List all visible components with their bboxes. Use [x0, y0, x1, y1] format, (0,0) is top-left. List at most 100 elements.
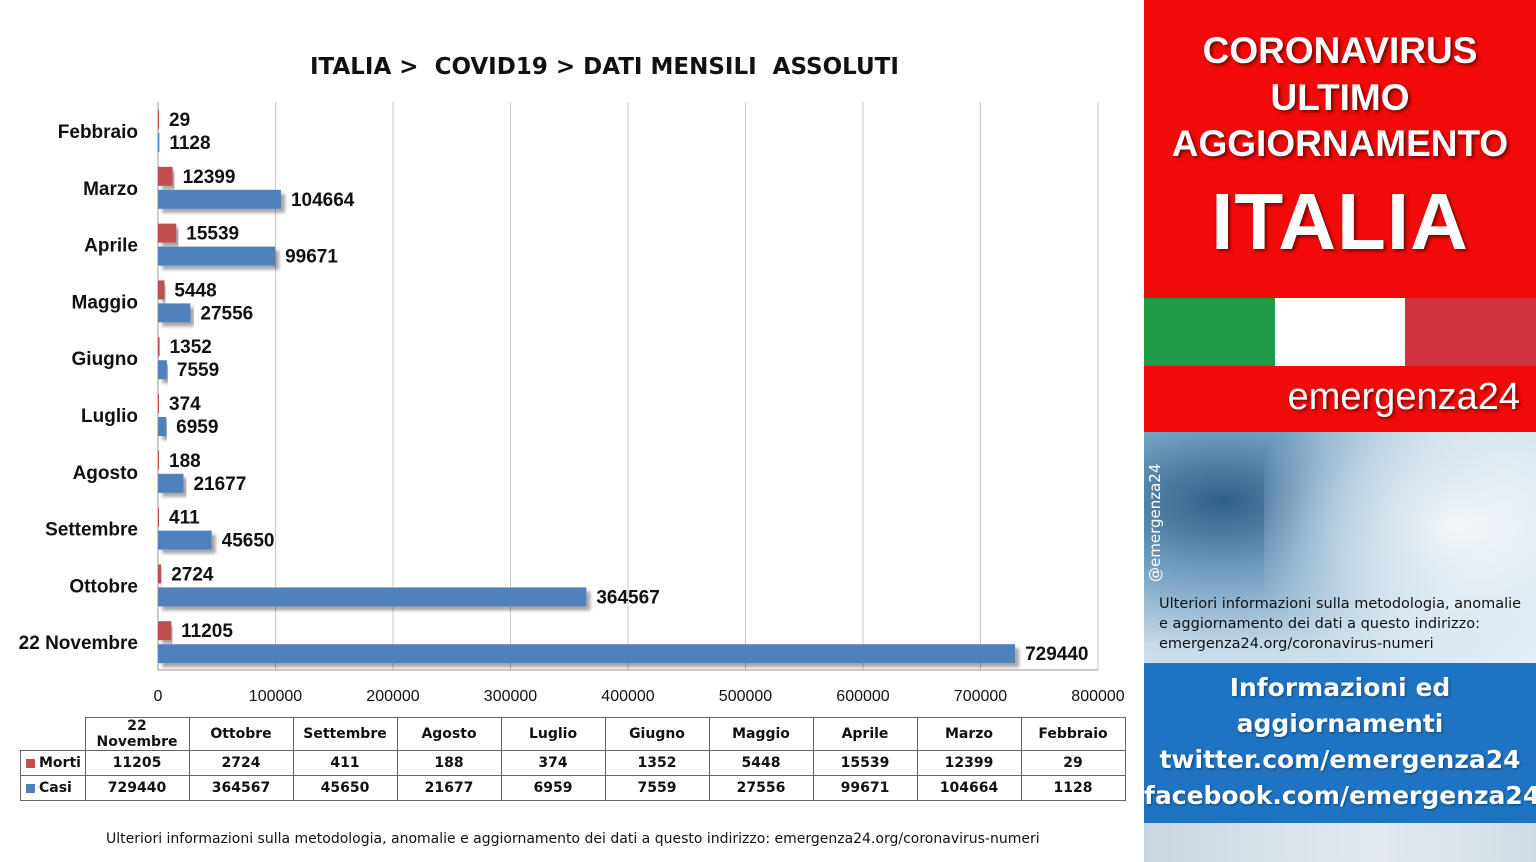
table-cell: 15539 [812, 750, 918, 776]
data-label-morti: 374 [169, 394, 201, 415]
banner-line-aggiornamento: AGGIORNAMENTO [1171, 123, 1509, 164]
data-label-morti: 11205 [181, 621, 233, 642]
data-label-morti: 15539 [186, 224, 239, 245]
category-label: Giugno [72, 349, 138, 370]
table-cell: 188 [396, 750, 502, 776]
bar-morti [158, 223, 177, 243]
table-corner [20, 717, 86, 751]
x-tick-label: 300000 [484, 688, 537, 705]
social-line-info: Informazioni ed [1229, 673, 1451, 702]
table-cell: 374 [500, 750, 606, 776]
social-handle: @emergenza24 [1146, 463, 1164, 582]
table-cell: 29 [1020, 750, 1126, 776]
table-column-header: Marzo [916, 717, 1022, 751]
flag-stripe-green [1144, 298, 1275, 366]
bar-casi [158, 417, 167, 436]
table-cell: 12399 [916, 750, 1022, 776]
legend-key [26, 758, 35, 768]
table-column-header: Giugno [604, 717, 710, 751]
data-label-morti: 411 [169, 508, 200, 529]
social-box: Informazioni ed aggiornamenti twitter.co… [1144, 663, 1536, 823]
sidebar: CORONAVIRUS ULTIMO AGGIORNAMENTO ITALIA … [1144, 0, 1536, 862]
data-label-morti: 188 [169, 451, 201, 472]
data-label-casi: 6959 [176, 417, 218, 438]
flag-stripe-red [1405, 298, 1536, 366]
bar-casi [158, 189, 281, 209]
chart-title: ITALIA > COVID19 > DATI MENSILI ASSOLUTI [310, 54, 899, 80]
twitter-link[interactable]: twitter.com/emergenza24 [1159, 745, 1521, 774]
facebook-link[interactable]: facebook.com/emergenza24 [1144, 781, 1536, 810]
table-cell: 104664 [916, 775, 1022, 801]
table-column-header: Agosto [396, 717, 502, 751]
flag-stripe-white [1274, 298, 1406, 366]
bar-morti [158, 110, 159, 129]
bar-morti [158, 166, 173, 186]
table-cell: 411 [292, 750, 398, 776]
table-cell: 2724 [188, 750, 294, 776]
table-cell: 99671 [812, 775, 918, 801]
table-row: Casi 729440 364567 45650 21677 6959 7559 27556 9… [20, 775, 1126, 801]
table-column-header: Settembre [292, 717, 398, 751]
bar-chart: 0 100000 200000 300000 400000 500000 600000 700… [19, 102, 1125, 705]
table-cell: 1352 [604, 750, 710, 776]
table-row-header: Casi [20, 775, 86, 801]
table-row-header: Morti [20, 750, 86, 776]
data-label-casi: 104664 [291, 190, 355, 211]
bar-casi [158, 303, 191, 323]
bar-morti [158, 337, 160, 357]
data-label-casi: 729440 [1025, 644, 1088, 665]
legend-key [26, 783, 35, 793]
banner-line-italia: ITALIA [1211, 177, 1469, 266]
background-photo: @emergenza24 Ulteriori informazioni sull… [1144, 432, 1536, 663]
category-label: Luglio [81, 406, 138, 427]
data-table: 22 Novembre Ottobre Settembre Agosto Luglio G… [20, 717, 1126, 801]
chart-panel: ITALIA > COVID19 > DATI MENSILI ASSOLUTI… [18, 54, 1126, 847]
x-tick-label: 200000 [366, 688, 419, 705]
table-column-header: Luglio [500, 717, 606, 751]
bar-casi [158, 133, 160, 152]
data-label-morti: 12399 [183, 167, 236, 188]
table-row: Morti 11205 2724 411 188 374 1352 5448 15539 1239… [20, 750, 1126, 776]
data-label-morti: 29 [169, 110, 190, 131]
table-cell: 729440 [84, 775, 190, 801]
bar-casi [158, 587, 587, 607]
x-tick-label: 0 [154, 688, 163, 705]
social-line-updates[interactable]: aggiornamenti [1236, 709, 1444, 738]
data-label-casi: 7559 [177, 360, 219, 381]
table-cell: 6959 [500, 775, 606, 801]
bar-morti [158, 280, 165, 300]
headline-banner: CORONAVIRUS ULTIMO AGGIORNAMENTO ITALIA [1144, 0, 1536, 298]
data-label-casi: 99671 [285, 247, 338, 268]
data-label-casi: 21677 [193, 474, 246, 495]
legend-label: Morti [39, 755, 81, 771]
table-cell: 5448 [708, 750, 814, 776]
table-cell: 45650 [292, 775, 398, 801]
table-cell: 21677 [396, 775, 502, 801]
bar-casi [158, 246, 276, 266]
bar-casi [158, 360, 167, 380]
bottom-strip [1144, 823, 1536, 862]
data-label-morti: 5448 [174, 280, 216, 301]
table-column-header: Maggio [708, 717, 814, 751]
category-label: Aprile [84, 236, 138, 257]
photo-highlight [1264, 432, 1536, 663]
table-cell: 7559 [604, 775, 710, 801]
bar-casi [158, 530, 212, 550]
x-tick-label: 800000 [1071, 688, 1124, 705]
bar-morti [158, 564, 162, 584]
x-tick-label: 600000 [836, 688, 889, 705]
x-tick-label: 100000 [249, 688, 302, 705]
banner-line-coronavirus: CORONAVIRUS [1202, 30, 1478, 71]
data-label-casi: 45650 [222, 531, 275, 552]
category-label: Ottobre [69, 576, 138, 597]
info-note: Ulteriori informazioni sulla metodologia… [1159, 596, 1522, 652]
category-label: Settembre [45, 520, 138, 541]
category-label: Maggio [72, 292, 139, 313]
category-label: 22 Novembre [19, 633, 138, 654]
data-label-casi: 1128 [169, 133, 210, 154]
x-tick-label: 400000 [601, 688, 654, 705]
table-column-header: Febbraio [1020, 717, 1126, 751]
table-cell: 364567 [188, 775, 294, 801]
bar-morti [158, 450, 159, 470]
table-column-header: Ottobre [188, 717, 294, 751]
